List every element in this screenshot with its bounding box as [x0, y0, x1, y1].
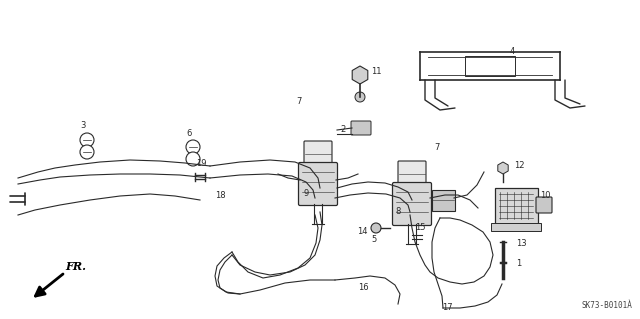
Text: 2: 2	[340, 125, 345, 135]
Text: FR.: FR.	[65, 261, 86, 272]
Text: 5: 5	[371, 235, 376, 244]
Text: 17: 17	[442, 302, 452, 311]
Circle shape	[371, 223, 381, 233]
Text: 4: 4	[510, 48, 515, 56]
Text: 6: 6	[186, 129, 191, 137]
FancyBboxPatch shape	[536, 197, 552, 213]
Circle shape	[355, 92, 365, 102]
Circle shape	[80, 133, 94, 147]
Text: 7: 7	[434, 144, 440, 152]
FancyBboxPatch shape	[351, 121, 371, 135]
FancyBboxPatch shape	[495, 188, 538, 224]
Text: 8: 8	[395, 207, 401, 217]
Text: 19: 19	[196, 160, 207, 168]
Circle shape	[186, 140, 200, 154]
FancyBboxPatch shape	[392, 182, 431, 226]
Text: 10: 10	[540, 191, 550, 201]
FancyBboxPatch shape	[398, 161, 426, 185]
Text: 7: 7	[296, 98, 301, 107]
FancyBboxPatch shape	[304, 141, 332, 165]
Text: 3: 3	[80, 121, 85, 130]
Text: 12: 12	[514, 161, 525, 170]
Text: 9: 9	[304, 189, 309, 198]
Text: 18: 18	[215, 191, 226, 201]
Text: 13: 13	[516, 240, 527, 249]
Text: 14: 14	[357, 227, 367, 236]
Circle shape	[80, 145, 94, 159]
Text: 15: 15	[415, 224, 426, 233]
Text: 1: 1	[516, 259, 521, 269]
FancyBboxPatch shape	[431, 189, 454, 211]
Bar	[465, 56, 515, 76]
Text: 16: 16	[358, 284, 369, 293]
Circle shape	[186, 152, 200, 166]
Text: 11: 11	[371, 68, 381, 77]
Text: SK73-B0101À: SK73-B0101À	[581, 301, 632, 310]
Bar	[491, 223, 541, 231]
FancyBboxPatch shape	[298, 162, 337, 205]
